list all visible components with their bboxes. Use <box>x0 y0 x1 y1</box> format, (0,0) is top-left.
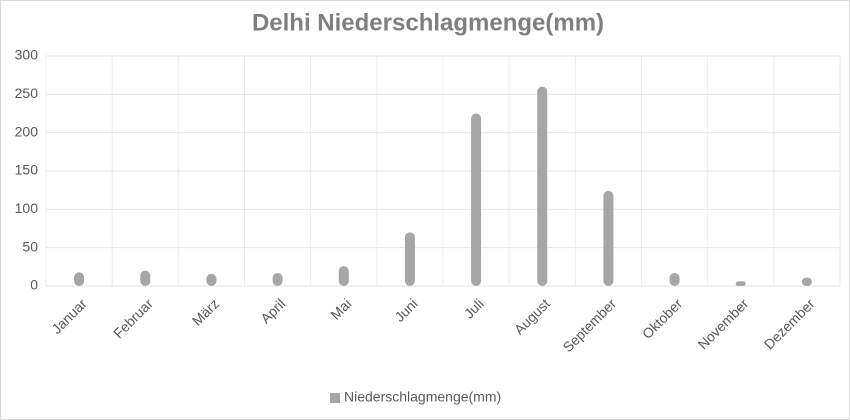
bar <box>537 86 548 287</box>
bar <box>471 113 482 286</box>
bar <box>338 266 349 286</box>
bar <box>669 272 680 286</box>
y-tick-label: 150 <box>15 162 39 178</box>
y-tick-label: 0 <box>30 277 38 293</box>
y-tick-label: 50 <box>22 238 38 254</box>
bar <box>801 277 812 286</box>
legend-label: Niederschlagmenge(mm) <box>344 389 501 405</box>
bar <box>206 273 217 286</box>
bar <box>140 270 151 286</box>
y-tick-label: 250 <box>15 85 39 101</box>
bar <box>74 272 85 286</box>
bar <box>404 232 415 286</box>
y-tick-label: 300 <box>15 47 39 63</box>
y-tick-label: 200 <box>15 123 39 139</box>
bar <box>735 281 746 286</box>
bar <box>603 190 614 286</box>
chart-title: Delhi Niederschlagmenge(mm) <box>252 9 604 36</box>
bar <box>272 272 283 286</box>
y-tick-label: 100 <box>15 200 39 216</box>
legend-swatch <box>330 393 340 403</box>
